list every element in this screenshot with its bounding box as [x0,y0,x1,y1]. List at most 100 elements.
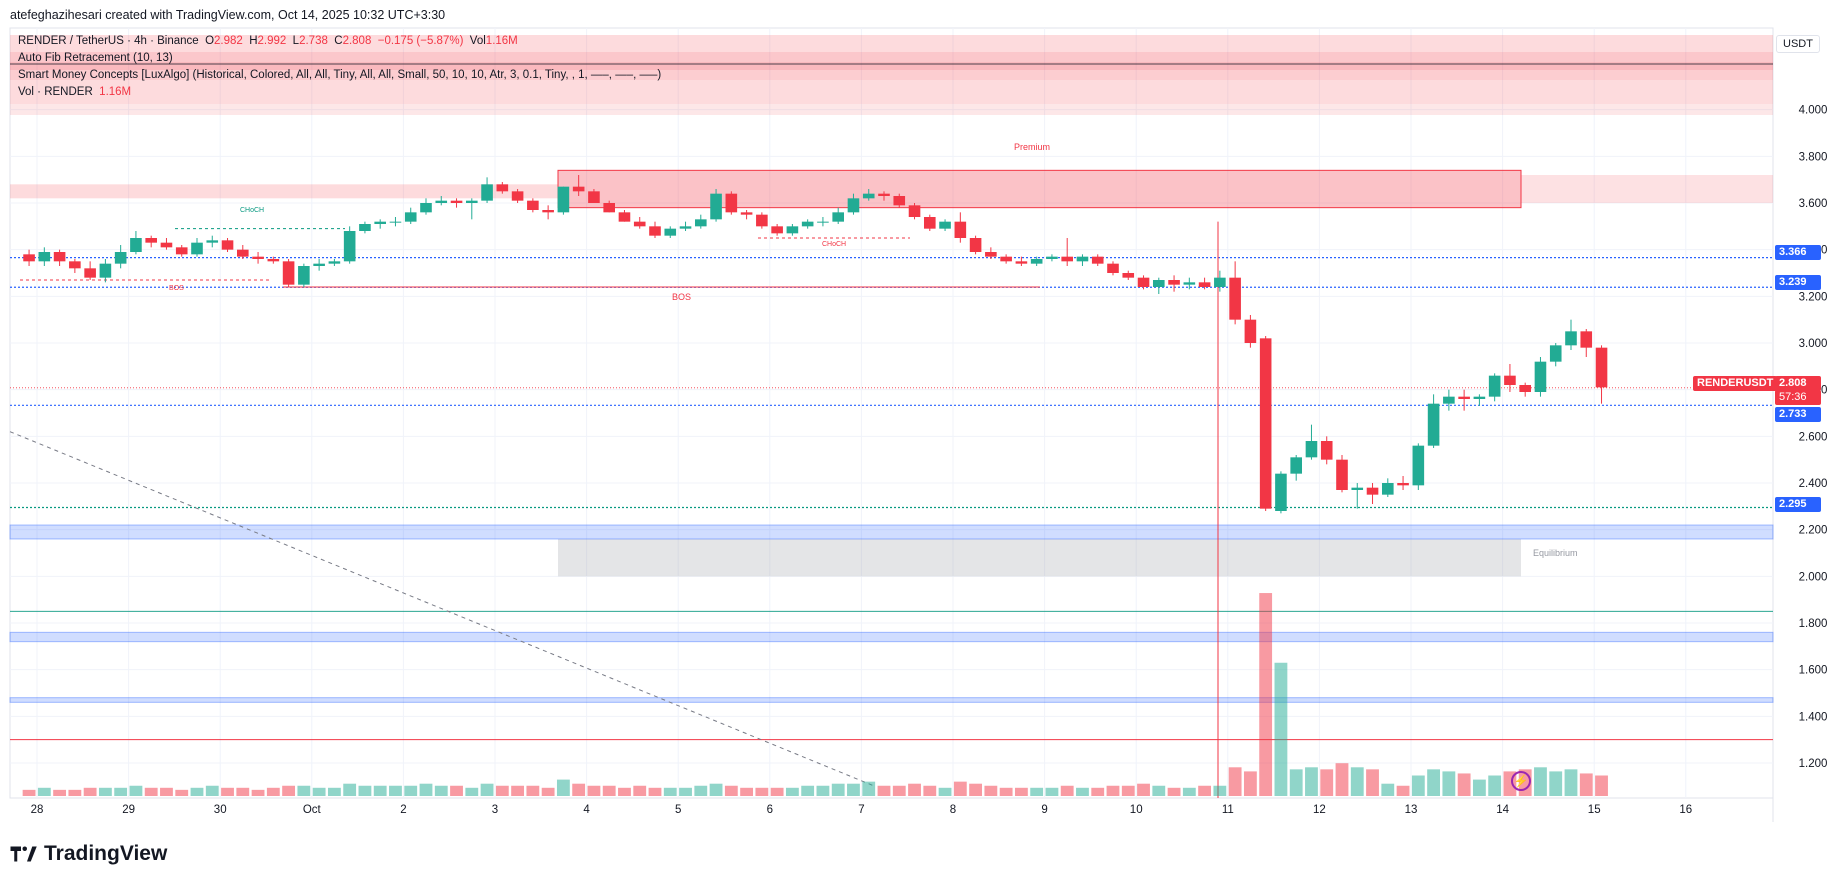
supply-band [10,35,1773,52]
candle-body [343,231,356,262]
candle-body [1412,445,1425,486]
candle-body [1290,457,1302,474]
candle-body [313,263,325,266]
volume-bar [465,787,479,796]
candle-body [267,259,280,262]
bolt-icon[interactable]: ⚡ [1511,771,1531,791]
volume-bar [114,787,128,796]
volume-bar [1243,771,1257,796]
candle-body [1427,403,1440,446]
candle-body [1244,319,1257,343]
x-tick-label: 7 [858,804,864,816]
volume-bar [1411,775,1425,796]
volume-bar [1152,785,1166,796]
supply-band [10,62,1773,70]
x-tick-label: 13 [1405,804,1418,816]
volume-bar [908,783,921,796]
blue-band [9,697,1774,703]
candle-body [588,191,600,203]
candle-body [1030,259,1043,264]
candle-body [1229,277,1241,320]
volume-bar [633,785,647,796]
currency-button[interactable]: USDT [1776,35,1820,53]
volume-bar [1549,771,1563,796]
candle-body [908,205,921,217]
volume-bar [1534,767,1547,796]
volume-bar [1335,763,1349,796]
x-tick-label: 8 [950,804,956,816]
volume-bar [602,785,616,796]
volume-bar [495,785,509,796]
legend-volume-label: Vol · RENDER [18,86,93,98]
legend-open: 2.982 [214,35,243,47]
candle-body [481,184,493,201]
volume-bar [1213,785,1227,796]
blue-band [9,524,1774,540]
volume-bar [1106,785,1120,796]
volume-bar [251,789,265,796]
volume-bar [1381,783,1395,796]
candle-body [923,217,936,229]
volume-bar [984,785,998,796]
volume-bar [373,785,387,796]
candle-body [1504,375,1516,385]
volume-bar [1121,785,1135,796]
volume-bar [1091,787,1105,796]
candle-body [114,252,127,264]
volume-bar [1045,787,1059,796]
candle-body [1351,487,1364,490]
candle-body [1275,473,1287,511]
candle-body [420,203,432,213]
volume-bar [404,785,418,796]
legend-volume[interactable]: Vol · RENDER 1.16M [18,86,131,98]
candle-body [694,219,707,227]
candle-body [298,266,310,285]
candle-body [1595,347,1608,388]
volume-bar [816,785,830,796]
volume-bar [740,787,754,796]
candle-body [1366,487,1379,495]
tradingview-logo-icon [10,846,37,862]
candle-body [649,226,661,236]
x-tick-label: 15 [1588,804,1601,816]
y-tick-label: 1.600 [1799,665,1828,677]
y-tick-label: 2.000 [1799,571,1828,583]
volume-bar [648,787,662,796]
volume-bar [1320,769,1334,796]
candle-body [374,221,386,224]
legend-symbol[interactable]: RENDER / TetherUS · 4h · Binance [18,35,199,47]
candle-body [527,200,539,210]
x-tick-label: 12 [1313,804,1326,816]
candle-body [893,196,906,206]
candle-body [969,238,982,252]
candle-body [53,252,66,262]
volume-bar [1488,775,1502,796]
candle-body [1107,263,1119,273]
candle-body [496,184,509,192]
supply-band [10,52,1773,62]
volume-bar [969,783,983,796]
legend-fib[interactable]: Auto Fib Retracement (10, 13) [18,52,173,64]
volume-bar [205,785,219,796]
legend-smc[interactable]: Smart Money Concepts [LuxAlgo] (Historic… [18,69,662,81]
x-tick-label: 14 [1496,804,1509,816]
volume-bar [694,785,708,796]
candle-body [1061,256,1073,262]
candle-body [1565,331,1577,346]
volume-bar [1305,767,1318,796]
volume-bar [801,785,815,796]
volume-bar [1442,771,1456,796]
candle-body [1168,280,1180,285]
volume-bar [53,789,67,796]
candle-body [1046,256,1058,259]
tradingview-brand: TradingView [10,842,167,866]
candle-body [465,200,478,203]
candle-body [1152,280,1165,287]
volume-bar [1182,787,1196,796]
premium-zone-ext [1521,175,1773,203]
candle-body [1381,483,1394,495]
candle-body [145,238,157,243]
volume-bar [144,787,158,796]
candle-body [817,221,829,223]
